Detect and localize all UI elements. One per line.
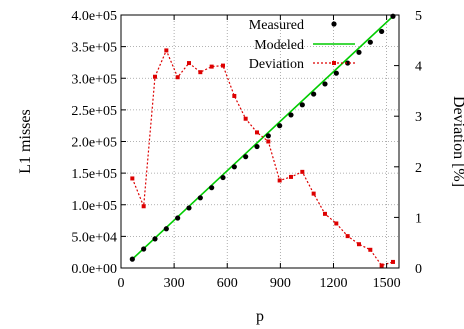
measured-point: [175, 215, 180, 220]
y2-tick-label: 1: [415, 211, 422, 226]
y-axis-title: L1 misses: [17, 109, 34, 173]
measured-point: [254, 144, 259, 149]
measured-point: [356, 50, 361, 55]
y2-tick-label: 5: [415, 9, 422, 24]
y-tick-label: 3.5e+05: [71, 41, 117, 56]
y2-axis-title: Deviation [%]: [450, 96, 464, 187]
legend: Measured Modeled Deviation: [249, 18, 355, 72]
deviation-point: [198, 70, 202, 74]
deviation-point: [164, 48, 168, 52]
deviation-point: [210, 65, 214, 69]
measured-point: [209, 185, 214, 190]
deviation-point: [142, 204, 146, 208]
y-tick-label: 1.0e+05: [71, 199, 117, 214]
legend-sample-deviation-marker: [332, 61, 336, 65]
y-tick-label: 3.0e+05: [71, 72, 117, 87]
y-tick-label: 2.0e+05: [71, 136, 117, 151]
deviation-point: [232, 94, 236, 98]
deviation-point: [221, 64, 225, 68]
deviation-point: [357, 242, 361, 246]
x-tick-label: 0: [118, 276, 125, 291]
measured-point: [130, 257, 135, 262]
measured-point: [390, 14, 395, 19]
measured-point: [164, 226, 169, 231]
measured-point: [220, 175, 225, 180]
legend-label-deviation: Deviation: [249, 57, 304, 72]
x-tick-label: 600: [217, 276, 238, 291]
y2-tick-label: 4: [415, 60, 422, 75]
x-tick-label: 1200: [319, 276, 347, 291]
deviation-point: [130, 176, 134, 180]
deviation-point: [391, 260, 395, 264]
y-tick-label: 0.0e+00: [71, 262, 117, 277]
deviation-point: [334, 221, 338, 225]
measured-point: [243, 154, 248, 159]
deviation-point: [176, 75, 180, 79]
measured-point: [266, 133, 271, 138]
deviation-point: [278, 178, 282, 182]
measured-point: [232, 164, 237, 169]
y-tick-label: 2.5e+05: [71, 104, 117, 119]
legend-sample-measured: [331, 21, 336, 26]
x-tick-label: 1500: [373, 276, 401, 291]
measured-point: [288, 112, 293, 117]
x-tick-label: 300: [164, 276, 185, 291]
y2-tick-label: 0: [415, 262, 422, 277]
deviation-point: [255, 130, 259, 134]
deviation-point: [187, 61, 191, 65]
y-tick-label: 5.0e+04: [71, 230, 117, 245]
deviation-point: [266, 140, 270, 144]
deviation-point: [312, 192, 316, 196]
measured-point: [141, 246, 146, 251]
measured-point: [198, 195, 203, 200]
y2-tick-label: 3: [415, 110, 422, 125]
legend-label-measured: Measured: [249, 18, 304, 33]
measured-point: [368, 40, 373, 45]
deviation-line: [132, 50, 393, 265]
deviation-point: [380, 263, 384, 267]
measured-point: [152, 236, 157, 241]
legend-label-modeled: Modeled: [254, 38, 304, 53]
y-tick-label: 4.0e+05: [71, 9, 117, 24]
measured-point: [379, 29, 384, 34]
measured-point: [322, 81, 327, 86]
deviation-point: [289, 175, 293, 179]
measured-point: [186, 205, 191, 210]
measured-point: [277, 123, 282, 128]
measured-point: [311, 91, 316, 96]
deviation-point: [323, 212, 327, 216]
x-axis-title: p: [256, 308, 264, 325]
deviation-point: [244, 117, 248, 121]
deviation-point: [368, 248, 372, 252]
deviation-point: [346, 234, 350, 238]
y-tick-label: 1.5e+05: [71, 167, 117, 182]
y2-tick-label: 2: [415, 161, 422, 176]
deviation-point: [300, 170, 304, 174]
x-tick-label: 900: [270, 276, 291, 291]
measured-point: [334, 71, 339, 76]
deviation-point: [153, 75, 157, 79]
measured-point: [300, 102, 305, 107]
